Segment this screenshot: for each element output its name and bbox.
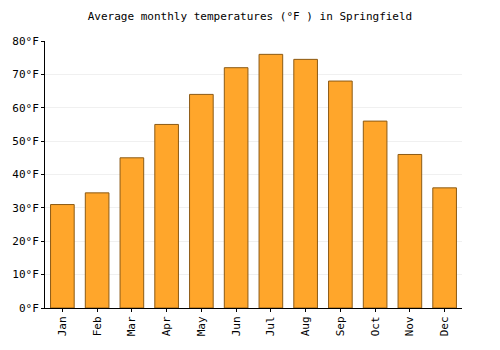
svg-text:20°F: 20°F: [12, 235, 39, 248]
svg-text:Dec: Dec: [438, 316, 451, 336]
svg-text:May: May: [195, 316, 208, 336]
svg-text:0°F: 0°F: [19, 302, 39, 315]
svg-text:10°F: 10°F: [12, 268, 39, 281]
svg-text:40°F: 40°F: [12, 168, 39, 181]
svg-text:Jul: Jul: [264, 316, 277, 336]
svg-text:Mar: Mar: [125, 316, 138, 336]
svg-text:Apr: Apr: [160, 316, 173, 336]
svg-text:50°F: 50°F: [12, 135, 39, 148]
svg-text:Average monthly temperatures (: Average monthly temperatures (°F ) in Sp…: [88, 10, 413, 23]
svg-text:Jan: Jan: [56, 316, 69, 336]
svg-text:80°F: 80°F: [12, 35, 39, 48]
svg-text:Nov: Nov: [403, 316, 416, 336]
svg-text:60°F: 60°F: [12, 102, 39, 115]
svg-text:Sep: Sep: [334, 316, 347, 336]
svg-text:Feb: Feb: [91, 316, 104, 336]
svg-text:Jun: Jun: [230, 316, 243, 336]
svg-text:Oct: Oct: [369, 316, 382, 336]
svg-text:Aug: Aug: [299, 316, 312, 336]
svg-text:30°F: 30°F: [12, 202, 39, 215]
svg-text:70°F: 70°F: [12, 68, 39, 81]
